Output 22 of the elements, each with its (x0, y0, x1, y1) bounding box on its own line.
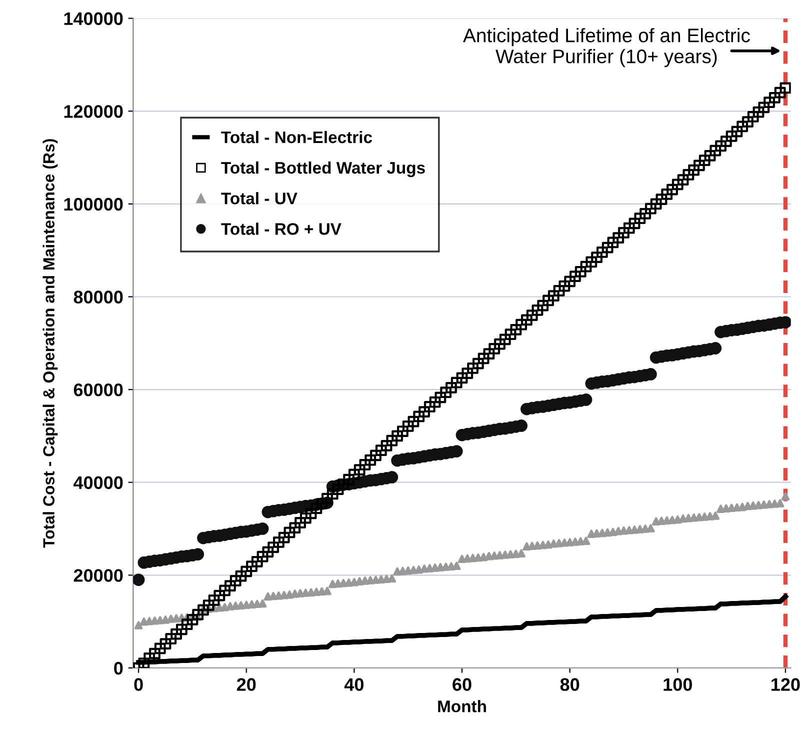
x-tick-label: 120 (772, 678, 800, 691)
y-tick-label: 140000 (64, 12, 123, 26)
x-tick-label: 20 (236, 678, 256, 691)
annotation: Anticipated Lifetime of an Electric Water Purifier (10+ years) (463, 28, 750, 68)
x-tick-label: 60 (452, 678, 472, 691)
y-axis-title: Total Cost - Capital & Operation and Maintenance (Rs) (42, 139, 58, 548)
legend-label: Total - Bottled Water Jugs (221, 161, 425, 178)
y-tick-label: 0 (114, 662, 123, 675)
y-tick-label: 100000 (64, 198, 123, 211)
y-tick-label: 20000 (74, 569, 123, 582)
y-tick-label: 120000 (64, 105, 123, 118)
x-axis-title: Month (438, 700, 486, 712)
y-tick-label: 40000 (74, 476, 123, 490)
x-tick-label: 0 (134, 678, 143, 691)
legend-label: Total - Non-Electric (221, 130, 372, 144)
x-tick-label: 80 (560, 678, 580, 691)
x-tick-label: 100 (664, 678, 692, 691)
x-tick-label: 40 (344, 678, 364, 691)
legend-label: Total - RO + UV (221, 222, 342, 235)
y-tick-label: 60000 (74, 383, 123, 396)
y-tick-label: 80000 (74, 290, 123, 304)
legend-label: Total - UV (221, 192, 298, 204)
